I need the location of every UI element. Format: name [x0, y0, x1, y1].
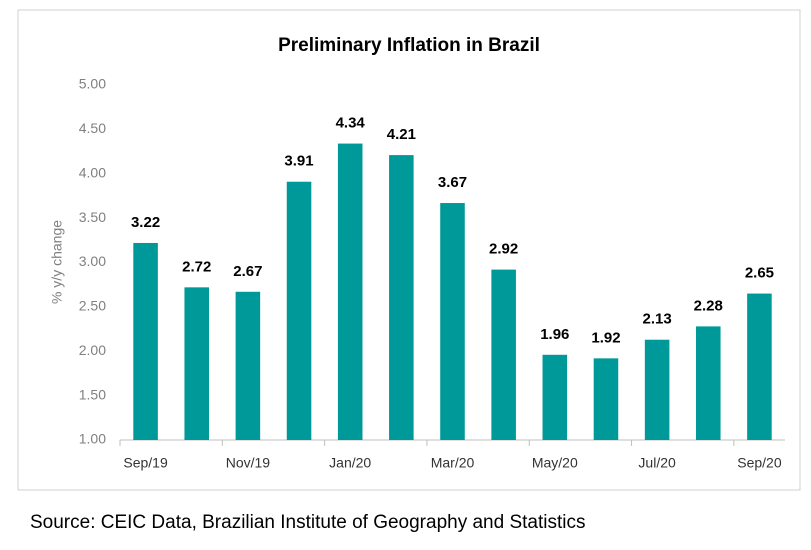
y-tick-label: 3.00	[79, 253, 106, 269]
x-tick-label: Sep/20	[737, 455, 782, 471]
data-label: 3.91	[284, 153, 313, 170]
y-tick-label: 3.50	[79, 209, 106, 225]
bar	[286, 181, 312, 441]
data-label: 3.67	[438, 174, 467, 191]
y-tick-label: 5.00	[79, 76, 106, 92]
y-tick-label: 2.50	[79, 298, 106, 314]
y-tick-label: 1.50	[79, 386, 106, 402]
y-tick-label: 1.00	[79, 431, 106, 447]
y-axis-label: % y/y change	[49, 220, 65, 304]
source: Source: CEIC Data, Brazilian Institute o…	[30, 512, 586, 533]
data-label: 2.65	[745, 265, 774, 282]
data-label: 2.72	[182, 258, 211, 275]
x-tick-label: Jan/20	[329, 455, 371, 471]
data-label: 3.22	[131, 214, 160, 231]
bar	[184, 287, 210, 440]
data-label: 4.21	[387, 126, 416, 143]
bar	[235, 291, 261, 440]
y-tick-label: 4.50	[79, 120, 106, 136]
data-label: 2.28	[694, 297, 723, 314]
x-tick-label: May/20	[532, 455, 578, 471]
x-tick-label: Mar/20	[431, 455, 475, 471]
bar	[695, 326, 721, 440]
y-tick-label: 4.00	[79, 164, 106, 180]
bar	[542, 354, 568, 440]
x-tick-label: Sep/19	[123, 455, 168, 471]
data-label: 1.96	[540, 326, 569, 343]
x-tick-label: Jul/20	[638, 455, 676, 471]
data-label: 2.13	[643, 311, 672, 328]
bar	[337, 143, 363, 440]
chart-title: Preliminary Inflation in Brazil	[278, 35, 540, 56]
x-tick-label: Nov/19	[226, 455, 271, 471]
data-label: 1.92	[591, 329, 620, 346]
y-tick-label: 2.00	[79, 342, 106, 358]
bar	[389, 155, 414, 441]
bar	[440, 203, 465, 440]
bar	[593, 358, 619, 440]
data-label: 4.34	[336, 115, 366, 132]
bar	[747, 293, 772, 440]
bar	[491, 269, 516, 440]
data-label: 2.92	[489, 241, 518, 258]
bar	[644, 339, 670, 440]
data-label: 2.67	[233, 263, 262, 280]
bar	[133, 242, 158, 440]
